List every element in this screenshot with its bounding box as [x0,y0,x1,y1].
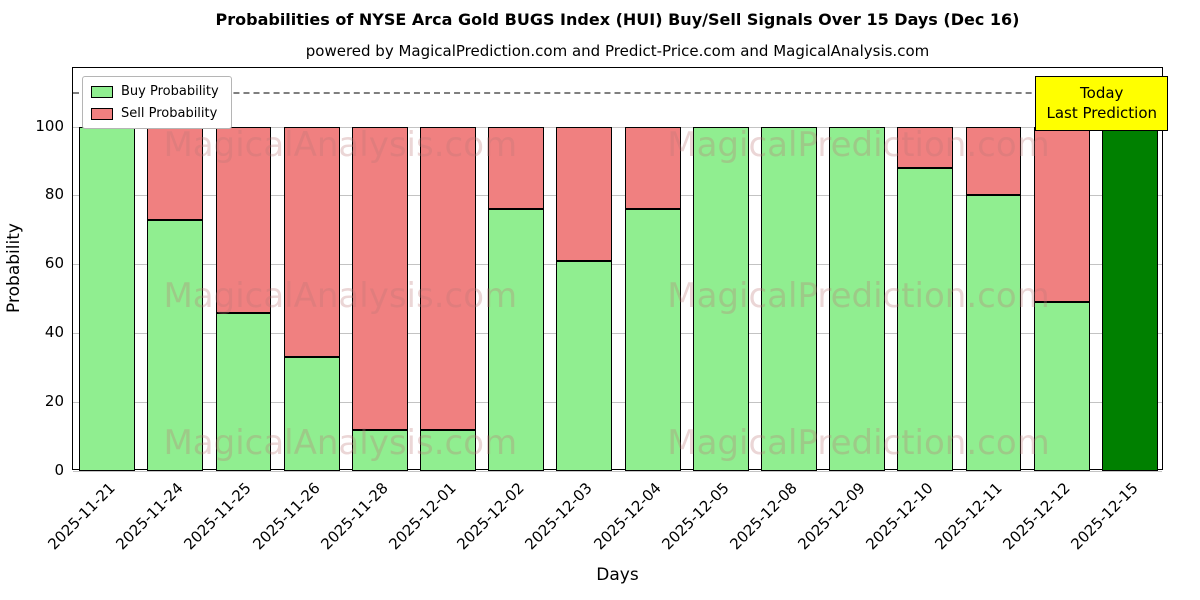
bar-segment-buy [1033,302,1090,471]
bar-segment-sell [351,126,408,430]
bar-segment-buy [761,126,817,471]
y-gridline [73,195,1162,197]
bar-segment-sell [488,126,545,210]
bar-segment-buy [624,209,681,471]
y-gridline [73,402,1162,404]
bar-segment-sell [215,126,272,313]
bar-segment-buy [215,312,272,471]
bar-segment-buy [283,357,340,471]
y-tick-label: 40 [44,323,64,342]
bar-segment-buy [556,260,613,471]
bar-segment-sell [147,126,204,220]
bar-segment-buy [829,126,886,471]
today-annotation: Today Last Prediction [1035,76,1168,131]
bar-segment-today [1101,126,1158,471]
bar-segment-buy [147,219,204,471]
y-gridline [73,264,1162,266]
y-tick-label: 20 [44,392,64,411]
legend: Buy Probability Sell Probability [82,76,232,129]
legend-entry-sell: Sell Probability [91,106,219,121]
bar-segment-sell [1033,126,1090,303]
bar-segment-sell [283,126,340,358]
y-gridline [73,333,1162,335]
legend-buy-label: Buy Probability [121,84,219,99]
bar-segment-buy [420,429,476,471]
y-tick-label: 0 [54,461,64,479]
threshold-dashed-line [73,92,1162,95]
chart-title: Probabilities of NYSE Arca Gold BUGS Ind… [215,10,1020,29]
bar-segment-buy [488,209,545,471]
x-axis-label: Days [596,565,639,585]
bar-segment-buy [351,429,408,471]
today-annotation-line1: Today [1080,84,1124,102]
bar-segment-sell [420,126,476,430]
legend-buy-swatch [91,85,113,98]
y-gridline [73,126,1162,128]
legend-entry-buy: Buy Probability [91,84,219,99]
chart-subtitle: powered by MagicalPrediction.com and Pre… [305,42,930,60]
bar-segment-buy [965,195,1022,471]
bar-segment-sell [897,126,954,168]
bar-segment-sell [965,126,1022,196]
y-tick-label: 100 [35,116,64,135]
y-tick-label: 80 [44,185,64,204]
bar-segment-sell [624,126,681,210]
legend-sell-swatch [91,107,113,120]
bar-segment-sell [556,126,613,261]
bar-segment-buy [79,126,136,471]
today-annotation-line2: Last Prediction [1046,104,1157,123]
plot-area: MagicalAnalysis.com MagicalPrediction.com… [72,67,1168,472]
bar-segment-buy [692,126,749,471]
bar-segment-buy [897,167,954,471]
y-gridline [73,471,1162,472]
legend-sell-label: Sell Probability [121,106,218,121]
y-tick-label: 60 [44,254,64,273]
